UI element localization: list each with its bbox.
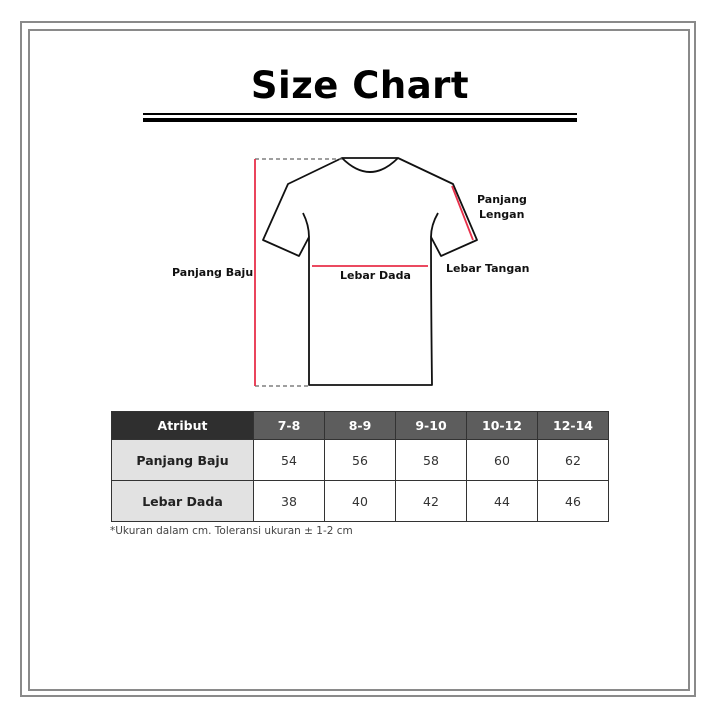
table-cell: 54 xyxy=(253,439,325,481)
tshirt-outline xyxy=(262,157,478,386)
header-cell: 10-12 xyxy=(466,411,538,440)
table-cell: 46 xyxy=(537,480,609,522)
outer-border xyxy=(20,21,696,697)
table-cell: 60 xyxy=(466,439,538,481)
header-cell: 8-9 xyxy=(324,411,396,440)
guide-dashes xyxy=(255,158,342,387)
row-label: Lebar Dada xyxy=(111,480,254,522)
table-cell: 40 xyxy=(324,480,396,522)
title-divider-thick xyxy=(143,118,577,122)
table-cell: 38 xyxy=(253,480,325,522)
table-cell: 44 xyxy=(466,480,538,522)
page-title: Size Chart xyxy=(250,64,470,107)
label-panjang-baju: Panjang Baju xyxy=(172,266,253,279)
size-table: Atribut 7-8 8-9 9-10 10-12 12-14 Panjang… xyxy=(111,411,609,522)
header-cell: 7-8 xyxy=(253,411,325,440)
label-lebar-dada: Lebar Dada xyxy=(340,269,411,282)
label-panjang-lengan-1: Panjang xyxy=(477,193,527,206)
header-cell: 9-10 xyxy=(395,411,467,440)
measure-lines xyxy=(254,159,474,386)
label-panjang-lengan-2: Lengan xyxy=(479,208,524,221)
row-label: Panjang Baju xyxy=(111,439,254,481)
header-cell: Atribut xyxy=(111,411,254,440)
title-divider-thin xyxy=(143,113,577,115)
inner-border xyxy=(28,29,690,691)
table-row: Lebar Dada 38 40 42 44 46 xyxy=(111,480,609,522)
neckline xyxy=(341,157,399,173)
table-header-row: Atribut 7-8 8-9 9-10 10-12 12-14 xyxy=(111,411,609,440)
table-cell: 58 xyxy=(395,439,467,481)
header-cell: 12-14 xyxy=(537,411,609,440)
size-note: *Ukuran dalam cm. Toleransi ukuran ± 1-2… xyxy=(110,525,353,537)
label-lebar-tangan: Lebar Tangan xyxy=(446,262,530,275)
table-row: Panjang Baju 54 56 58 60 62 xyxy=(111,439,609,481)
table-cell: 62 xyxy=(537,439,609,481)
panjang-lengan-line xyxy=(451,185,474,241)
table-cell: 42 xyxy=(395,480,467,522)
table-cell: 56 xyxy=(324,439,396,481)
